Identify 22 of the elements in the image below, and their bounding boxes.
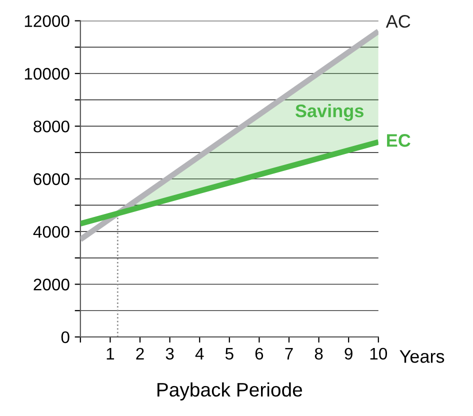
y-tick-label: 2000	[34, 278, 70, 290]
y-tick-label: 4000	[33, 226, 70, 238]
x-tick-label: 8	[314, 348, 323, 360]
x-tick-label: 5	[225, 348, 234, 360]
x-tick-label: 4	[195, 348, 204, 360]
annotation: Savings	[295, 104, 364, 121]
text: Years	[400, 350, 444, 363]
x-tick-label: 7	[285, 348, 293, 360]
y-tick-label: 6000	[34, 173, 70, 186]
x-tick-label: 2	[136, 348, 144, 360]
series-label: EC	[387, 134, 410, 147]
y-tick-label: 8000	[34, 120, 70, 132]
y-tick-label: 12000	[24, 15, 70, 28]
x-axis-title: Payback Periode	[158, 382, 302, 400]
x-tick-label: 6	[255, 348, 264, 360]
y-tick-label: 0	[61, 331, 70, 344]
x-tick-label: 3	[166, 348, 174, 360]
x-tick-label: 9	[344, 348, 352, 360]
series-label: AC	[386, 14, 410, 28]
y-tick-label: 10000	[24, 68, 70, 80]
x-tick-label: 10	[370, 348, 388, 360]
x-tick-label: 1	[106, 348, 114, 360]
